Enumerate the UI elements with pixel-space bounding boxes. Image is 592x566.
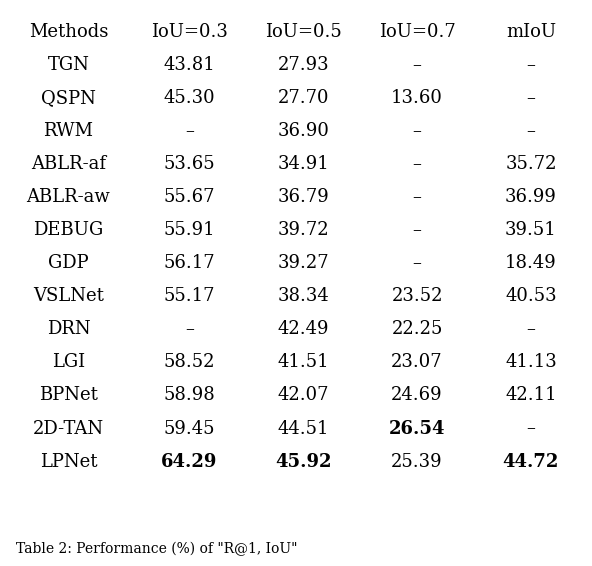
Text: Table 2: Performance (%) of "R@1, IoU": Table 2: Performance (%) of "R@1, IoU" bbox=[16, 542, 297, 556]
